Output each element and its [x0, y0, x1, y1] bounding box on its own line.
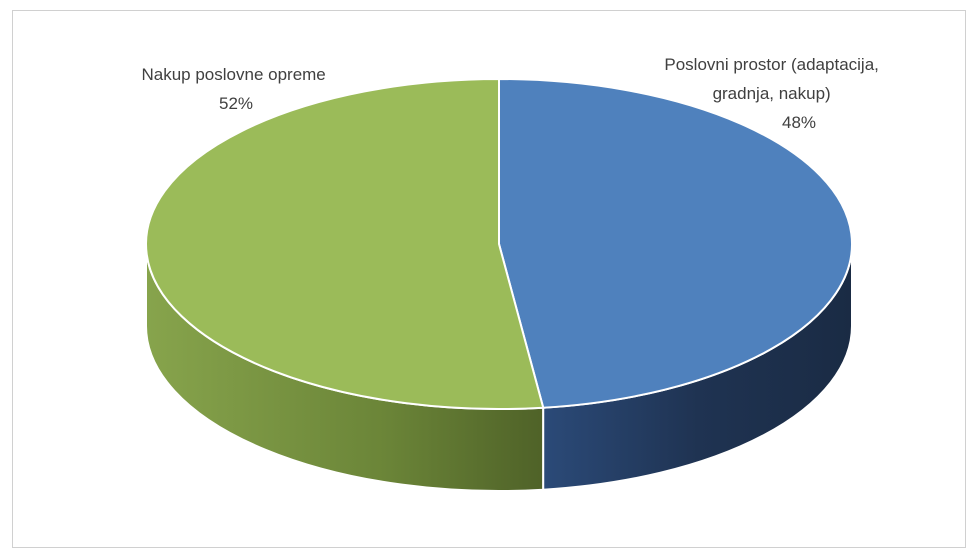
pie-slice-0 [498, 77, 853, 409]
slice-label-1-percent: 52% [219, 94, 253, 113]
slice-label-0-percent: 48% [782, 113, 816, 132]
slice-label-1: Nakup poslovne opreme 52% [141, 65, 330, 113]
slice-label-0-line-1: gradnja, nakup) [713, 84, 831, 103]
slice-label-1-line-0: Nakup poslovne opreme [141, 65, 325, 84]
pie-slice-1 [145, 77, 545, 410]
slice-label-0: Poslovni prostor (adaptacija, gradnja, n… [664, 55, 883, 132]
slice-label-0-line-0: Poslovni prostor (adaptacija, [664, 55, 879, 74]
